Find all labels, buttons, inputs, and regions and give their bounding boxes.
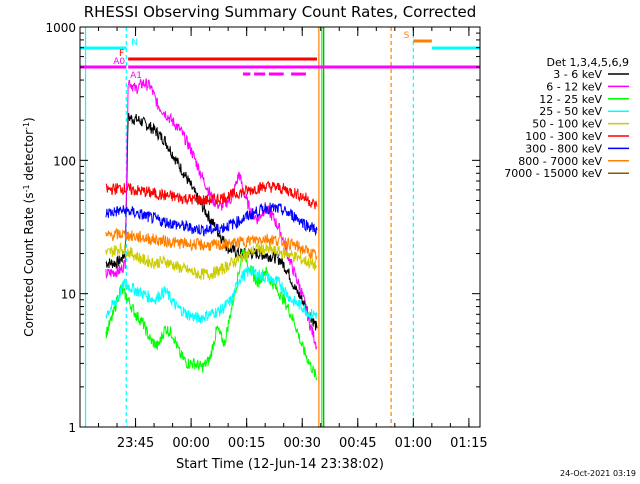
flag-label-a1: A1 bbox=[130, 71, 142, 81]
series-line-0 bbox=[105, 112, 318, 331]
y-tick-label: 10 bbox=[61, 288, 76, 302]
legend-label-3: 25 - 50 keV bbox=[539, 105, 602, 118]
x-tick-label: 23:45 bbox=[117, 436, 154, 451]
series-7 bbox=[105, 227, 318, 260]
series-line-5 bbox=[105, 180, 318, 210]
legend-label-5: 100 - 300 keV bbox=[525, 130, 602, 143]
legend-label-6: 300 - 800 keV bbox=[525, 142, 602, 155]
series-line-3 bbox=[105, 265, 318, 324]
y-tick-label: 1000 bbox=[45, 21, 76, 35]
series-line-7 bbox=[105, 227, 318, 260]
x-tick-label: 01:15 bbox=[450, 436, 487, 451]
x-tick-label: 01:00 bbox=[395, 436, 432, 451]
legend-label-1: 6 - 12 keV bbox=[546, 80, 602, 93]
series-0 bbox=[105, 112, 318, 331]
flags-layer: N S FA0 A1 bbox=[80, 31, 480, 81]
flag-label-f: F bbox=[119, 49, 124, 59]
series-line-6 bbox=[105, 202, 318, 237]
x-axis-label: Start Time (12-Jun-14 23:38:02) bbox=[176, 457, 384, 472]
legend-label-7: 800 - 7000 keV bbox=[518, 155, 602, 168]
flag-label-a0: A0 bbox=[113, 57, 125, 67]
series-3 bbox=[105, 265, 318, 324]
x-tick-label: 00:30 bbox=[283, 436, 320, 451]
series-2 bbox=[105, 248, 318, 381]
legend-title: Det 1,3,4,5,6,9 bbox=[546, 56, 629, 69]
time-markers bbox=[84, 27, 414, 427]
x-tick-label: 00:00 bbox=[172, 436, 209, 451]
legend-label-0: 3 - 6 keV bbox=[553, 68, 602, 81]
series-6 bbox=[105, 202, 318, 237]
x-tick-label: 00:15 bbox=[228, 436, 265, 451]
chart-title: RHESSI Observing Summary Count Rates, Co… bbox=[84, 3, 477, 21]
series-4 bbox=[105, 242, 318, 282]
flag-label-s: S bbox=[404, 31, 410, 41]
legend-label-4: 50 - 100 keV bbox=[532, 118, 602, 131]
x-axis: 23:45 00:00 00:15 00:30 00:45 01:00 01:15 bbox=[79, 27, 488, 451]
footer-date: 24-Oct-2021 03:19 bbox=[560, 469, 636, 478]
legend-label-2: 12 - 25 keV bbox=[539, 93, 602, 106]
series-layer bbox=[105, 78, 318, 381]
series-5 bbox=[105, 180, 318, 210]
y-tick-label: 100 bbox=[53, 154, 76, 168]
legend-label-8: 7000 - 15000 keV bbox=[504, 167, 602, 180]
x-tick-label: 00:45 bbox=[339, 436, 376, 451]
y-axis-label: Corrected Count Rate (s-1 detector-1) bbox=[22, 117, 37, 336]
y-tick-label: 1 bbox=[68, 421, 76, 435]
plot-frame bbox=[79, 26, 481, 428]
y-axis: 1 10 100 1000 bbox=[45, 21, 480, 435]
flag-label-n: N bbox=[131, 38, 138, 48]
series-line-2 bbox=[105, 248, 318, 381]
series-line-4 bbox=[105, 242, 318, 282]
